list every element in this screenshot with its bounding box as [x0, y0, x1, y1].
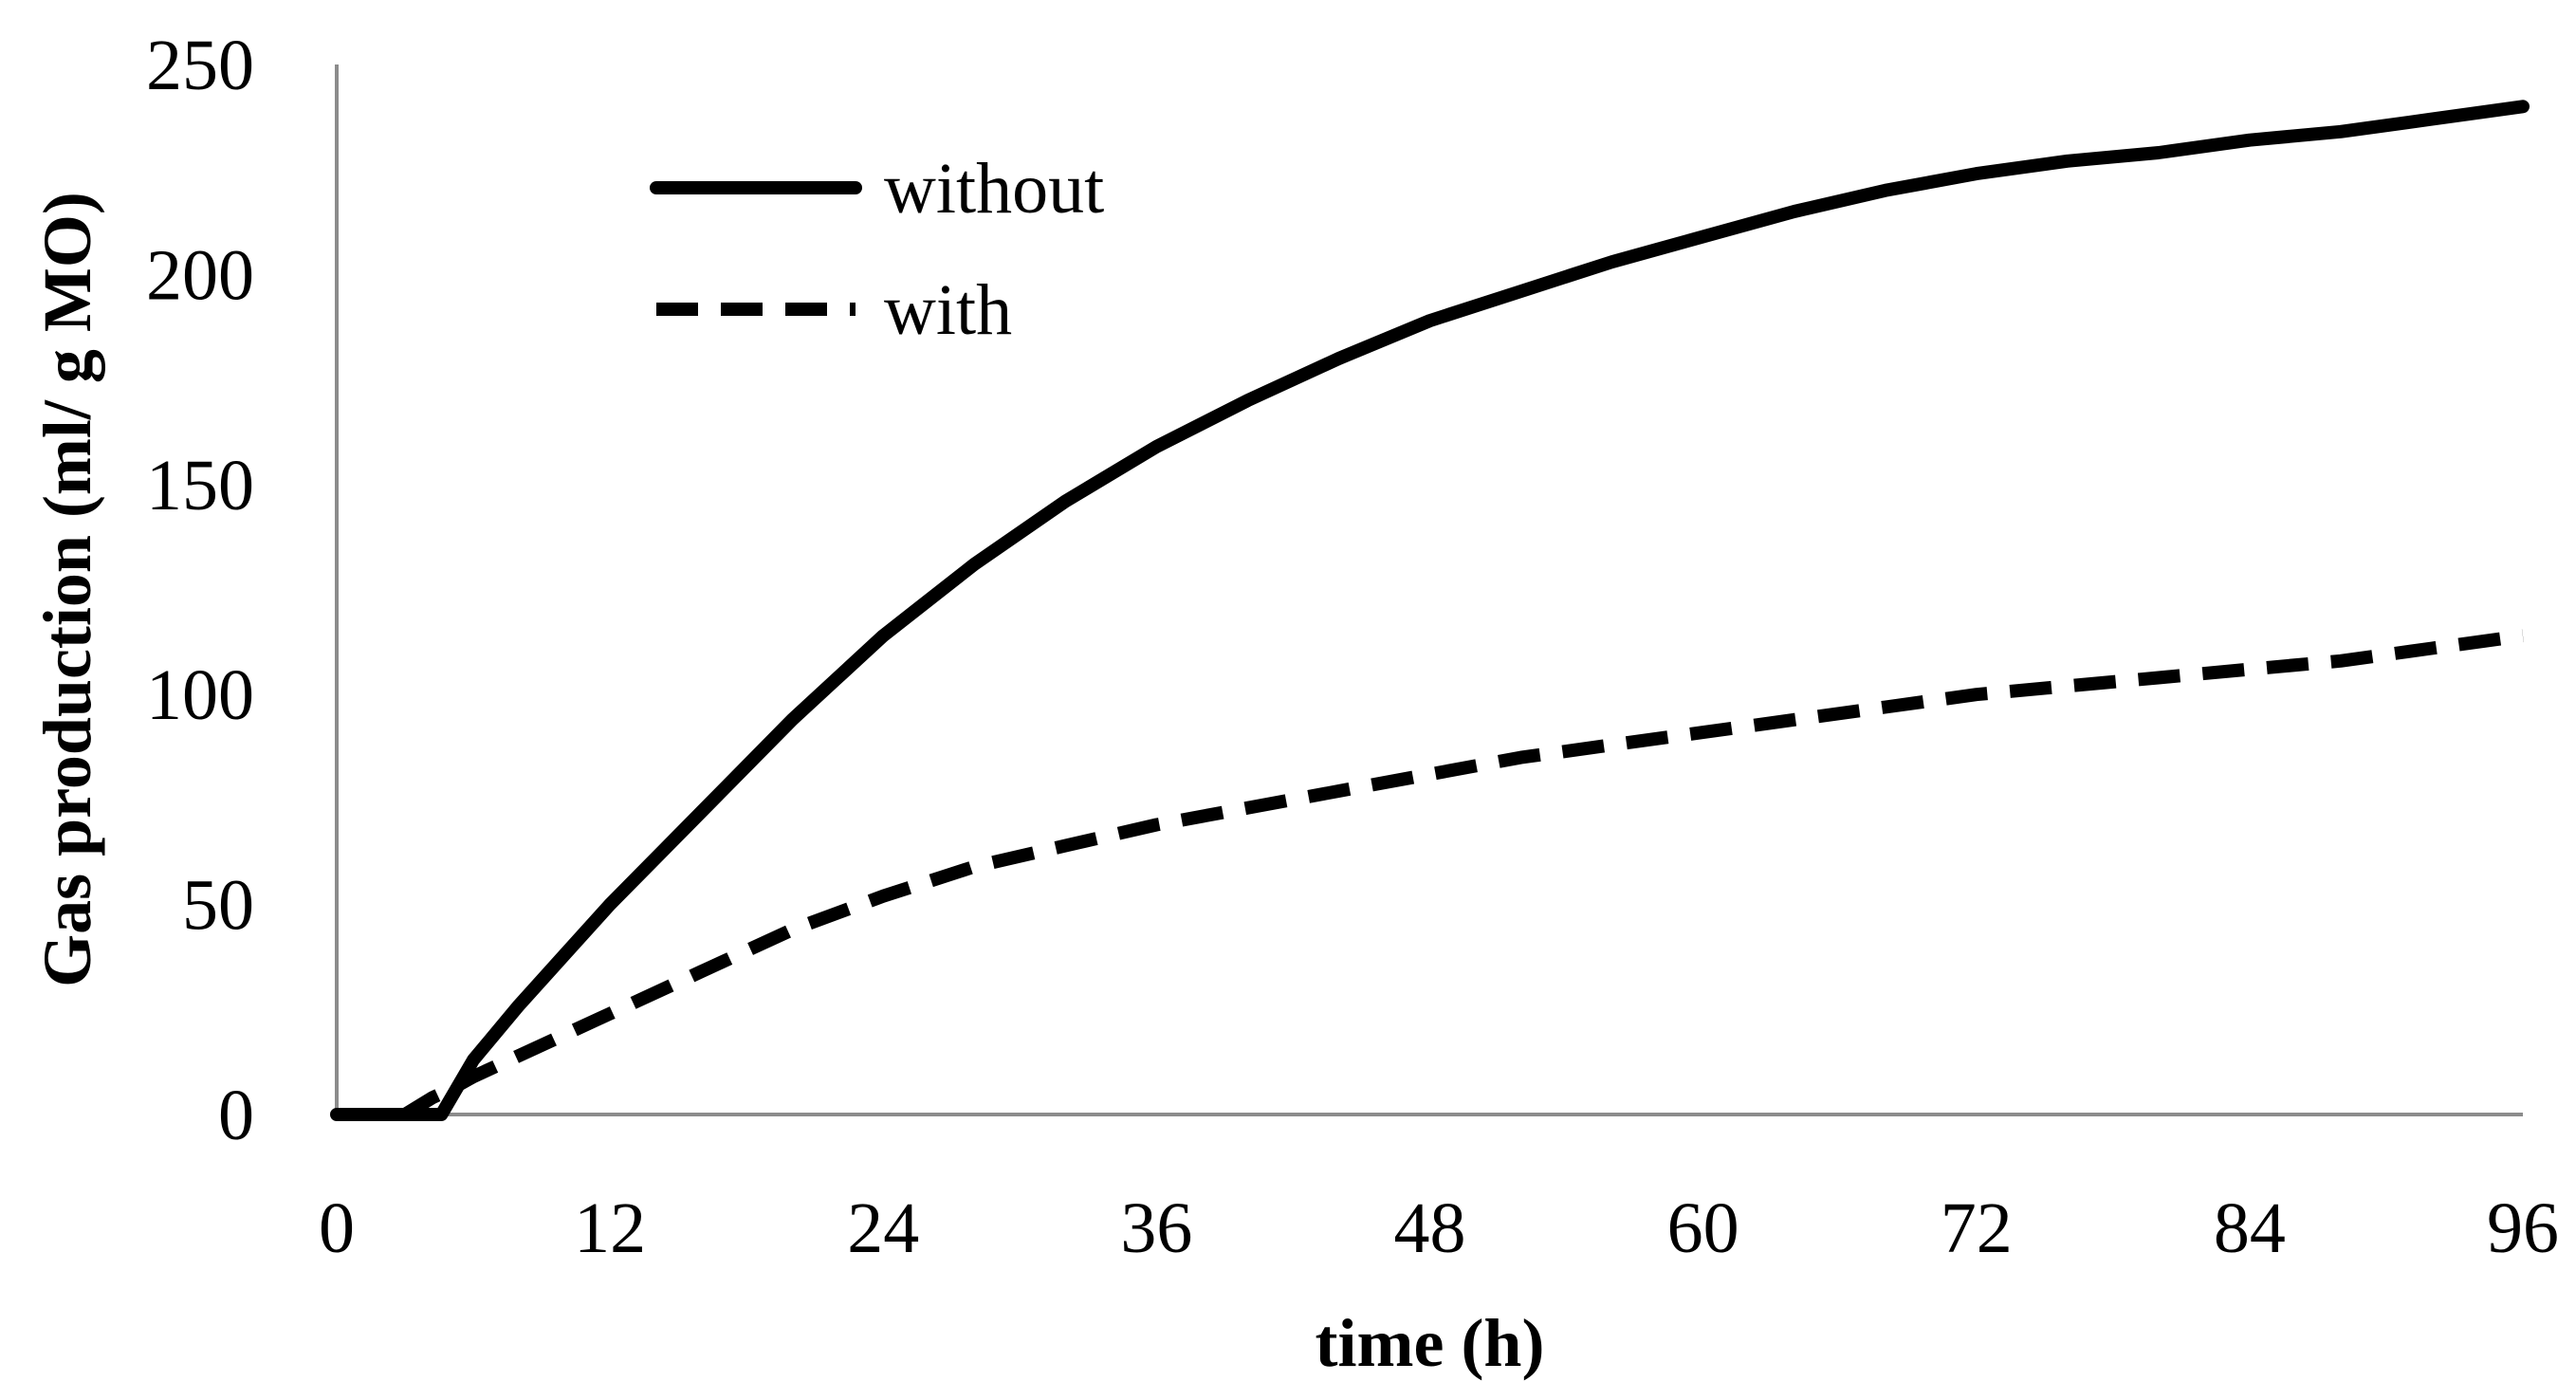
y-tick-label: 50	[182, 866, 254, 946]
x-tick-label: 96	[2487, 1188, 2559, 1268]
x-tick-labels: 0 12 24 36 48 60 72 84 96	[319, 1188, 2559, 1268]
y-tick-label: 250	[146, 26, 254, 105]
x-tick-label: 24	[847, 1188, 919, 1268]
y-tick-label: 0	[218, 1076, 254, 1155]
y-tick-labels: 0 50 100 150 200 250	[146, 26, 254, 1155]
legend-label-without: without	[884, 149, 1104, 229]
series-layer	[330, 100, 2530, 1121]
y-tick-label: 200	[146, 235, 254, 315]
x-axis-title: time (h)	[1316, 1305, 1545, 1381]
legend: without with	[650, 149, 1104, 350]
y-tick-label: 100	[146, 655, 254, 735]
y-tick-label: 150	[146, 446, 254, 525]
x-tick-label: 48	[1394, 1188, 1466, 1268]
series-line-with	[337, 629, 2524, 1121]
legend-label-with: with	[884, 270, 1012, 350]
series-line-without	[330, 100, 2530, 1121]
x-tick-label: 84	[2214, 1188, 2286, 1268]
x-tick-label: 12	[574, 1188, 646, 1268]
x-tick-label: 60	[1667, 1188, 1739, 1268]
y-axis-title: Gas production (ml/ g MO)	[29, 192, 105, 987]
x-tick-label: 72	[1941, 1188, 2013, 1268]
x-tick-label: 36	[1120, 1188, 1192, 1268]
x-tick-label: 0	[319, 1188, 355, 1268]
